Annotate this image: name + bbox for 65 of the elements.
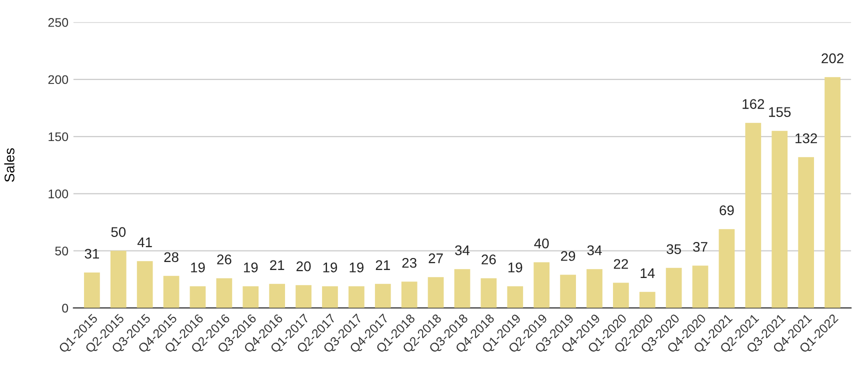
bar — [824, 77, 840, 308]
y-axis-title: Sales — [4, 148, 14, 182]
data-label: 22 — [614, 259, 628, 269]
bar — [772, 130, 788, 308]
bar — [242, 286, 259, 308]
data-label: 28 — [164, 252, 178, 262]
data-label: 29 — [561, 251, 576, 261]
data-label: 19 — [244, 262, 258, 272]
bar — [480, 278, 497, 308]
data-label: 40 — [534, 238, 549, 248]
data-label: 26 — [482, 254, 496, 264]
bar — [269, 284, 286, 308]
data-label: 20 — [296, 261, 311, 272]
data-label: 21 — [270, 260, 284, 270]
data-label: 50 — [111, 227, 126, 237]
data-label: 35 — [666, 244, 681, 254]
bar — [428, 277, 444, 308]
data-label: 14 — [640, 268, 655, 278]
bar — [507, 286, 524, 308]
bar — [798, 157, 814, 308]
y-tick-label: 200 — [48, 75, 68, 84]
data-label: 19 — [191, 262, 205, 272]
data-label: 69 — [720, 205, 734, 216]
bar — [374, 284, 391, 308]
data-label: 19 — [350, 262, 364, 272]
data-label: 31 — [84, 248, 99, 259]
bar — [534, 262, 550, 308]
bar — [322, 286, 338, 308]
data-label: 26 — [217, 254, 232, 264]
y-tick-label: 150 — [48, 132, 68, 142]
bar — [586, 269, 602, 308]
bar — [110, 250, 126, 308]
data-label: 202 — [822, 53, 844, 64]
data-label: 21 — [376, 260, 390, 270]
bar — [692, 266, 708, 308]
bar — [401, 282, 418, 308]
y-tick-label: 0 — [62, 304, 68, 313]
bar — [190, 286, 206, 308]
data-label: 155 — [769, 107, 791, 117]
y-tick-label: 100 — [48, 189, 68, 198]
bar — [454, 269, 470, 308]
bar — [136, 261, 153, 308]
bar — [296, 285, 312, 308]
bar — [613, 282, 629, 308]
data-label: 37 — [693, 242, 708, 252]
data-label: 34 — [587, 245, 602, 256]
bar — [348, 286, 364, 308]
data-label: 162 — [742, 99, 764, 109]
bar — [84, 272, 100, 308]
bar — [718, 229, 735, 308]
data-label: 19 — [508, 262, 522, 272]
bar — [639, 292, 656, 308]
bar — [666, 268, 682, 308]
bar — [745, 122, 762, 308]
bar — [163, 276, 180, 308]
data-label: 23 — [402, 258, 416, 268]
bar — [560, 274, 576, 308]
y-tick-label: 250 — [48, 18, 68, 27]
bar — [216, 278, 232, 308]
y-tick-label: 50 — [55, 246, 68, 256]
data-label: 19 — [323, 262, 338, 272]
data-label: 34 — [455, 245, 470, 256]
data-label: 41 — [137, 238, 152, 248]
data-label: 27 — [428, 253, 443, 264]
data-label: 132 — [796, 133, 817, 144]
